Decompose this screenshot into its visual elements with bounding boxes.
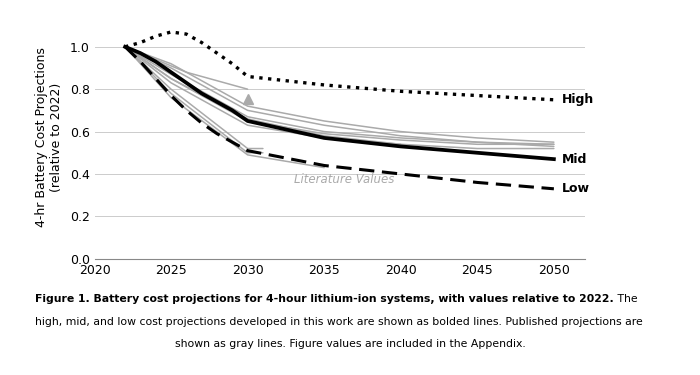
Text: The: The — [614, 294, 638, 304]
Text: Literature Values: Literature Values — [293, 173, 394, 186]
Text: high, mid, and low cost projections developed in this work are shown as bolded l: high, mid, and low cost projections deve… — [35, 317, 643, 327]
Text: shown as gray lines. Figure values are included in the Appendix.: shown as gray lines. Figure values are i… — [174, 339, 526, 350]
Text: Figure 1. Battery cost projections for 4-hour lithium-ion systems, with values r: Figure 1. Battery cost projections for 4… — [35, 294, 614, 304]
Y-axis label: 4-hr Battery Cost Projections
(relative to 2022): 4-hr Battery Cost Projections (relative … — [35, 47, 63, 227]
Text: Low: Low — [561, 182, 589, 195]
Text: Mid: Mid — [561, 153, 587, 166]
Text: High: High — [561, 93, 594, 106]
